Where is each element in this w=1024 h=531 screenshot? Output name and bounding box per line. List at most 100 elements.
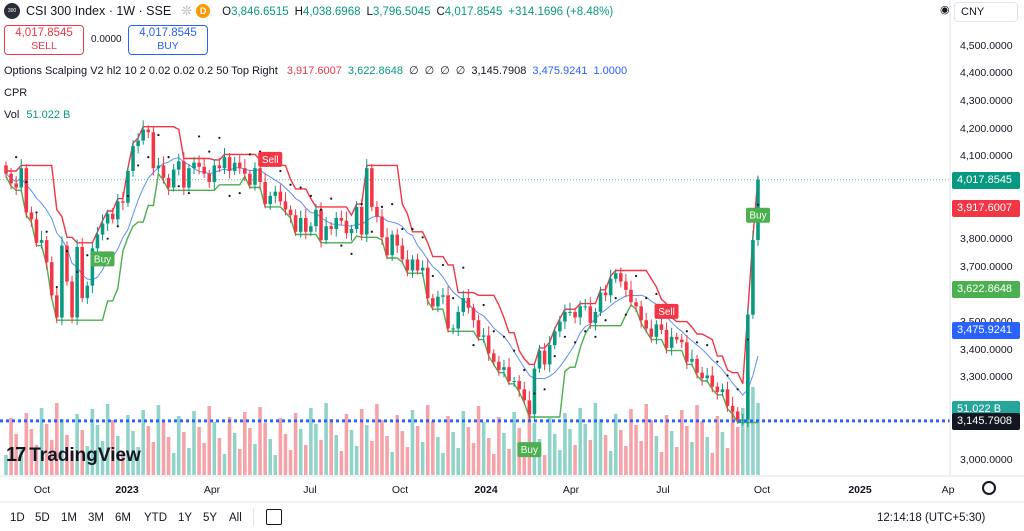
- scalping-indicator-values: 3,917.6007 3,622.8648 ∅ ∅ ∅ ∅ 3,145.7908 3,475.…: [281, 65, 627, 77]
- timeframe-button[interactable]: 1Y: [178, 512, 193, 524]
- candle-body: [95, 234, 100, 249]
- timeframe-button[interactable]: YTD: [144, 512, 167, 524]
- timeframe-button[interactable]: 1M: [61, 512, 77, 524]
- timeframe-button[interactable]: 3M: [88, 512, 104, 524]
- timeframe-button[interactable]: All: [229, 512, 242, 524]
- volume-bar: [639, 441, 643, 475]
- candle-body: [532, 368, 537, 415]
- buy-button[interactable]: 4,017.8545 BUY: [128, 25, 208, 55]
- candle-body: [263, 182, 267, 205]
- candle-body: [192, 162, 196, 169]
- volume-bar: [14, 434, 18, 475]
- settings-gear-icon[interactable]: [982, 481, 996, 495]
- volume-bar: [735, 427, 740, 475]
- price-tick-label: 4,200.0000: [960, 122, 1013, 135]
- volume-bar: [121, 452, 125, 475]
- ohlc-item: H4,038.6968: [294, 6, 361, 18]
- volume-bar: [466, 427, 471, 475]
- candle-body: [720, 389, 725, 393]
- dividend-badge-icon[interactable]: D: [196, 4, 211, 18]
- parabolic-sar-dot: [86, 254, 89, 257]
- candle-body: [258, 168, 262, 183]
- volume-bar: [492, 454, 496, 475]
- parabolic-sar-dot: [685, 330, 688, 333]
- candle-body: [248, 173, 252, 185]
- volume-bar: [4, 455, 8, 475]
- parabolic-sar-dot: [319, 208, 323, 211]
- tradingview-logo[interactable]: 17 TradingView: [6, 444, 141, 467]
- cpr-indicator-legend[interactable]: CPR: [4, 87, 28, 99]
- volume-indicator-legend[interactable]: Vol 51.022 B: [4, 109, 70, 121]
- timeframe-button[interactable]: 5D: [35, 512, 50, 524]
- volume-bar: [619, 430, 623, 475]
- candle-body: [80, 246, 84, 299]
- volume-bar: [680, 410, 684, 475]
- candle-body: [161, 165, 166, 178]
- parabolic-sar-dot: [309, 194, 312, 197]
- volume-bar: [563, 413, 567, 475]
- candle-body: [126, 170, 130, 203]
- volume-bar: [588, 440, 593, 475]
- candle-body: [100, 223, 105, 235]
- candle-body: [359, 206, 364, 235]
- parabolic-sar-dot: [543, 388, 546, 391]
- price-tick-label: 4,400.0000: [960, 67, 1013, 80]
- candle-body: [49, 262, 54, 296]
- candle-body: [339, 217, 344, 221]
- candle-body: [492, 353, 496, 362]
- symbol-logo-icon[interactable]: 300: [4, 3, 20, 19]
- parabolic-sar-dot: [126, 194, 130, 197]
- parabolic-sar-dot: [238, 191, 241, 195]
- parabolic-sar-dot: [614, 297, 617, 300]
- clock-timezone[interactable]: 12:14:18 (UTC+5:30): [877, 512, 986, 524]
- volume-bar: [146, 426, 151, 475]
- scalping-value: 3,622.8648: [347, 65, 403, 77]
- timeframe-button[interactable]: 5Y: [203, 512, 218, 524]
- parabolic-sar-dot: [116, 225, 119, 228]
- candle-body: [466, 298, 471, 308]
- timeframe-button[interactable]: 1D: [10, 512, 25, 524]
- sell-button[interactable]: 4,017.8545 SELL: [4, 25, 84, 55]
- candle-body: [634, 302, 638, 307]
- candle-body: [578, 306, 582, 318]
- parabolic-sar-dot: [330, 197, 333, 200]
- volume-bar: [390, 452, 394, 475]
- candle-body: [222, 157, 227, 169]
- volume-bar: [547, 418, 552, 475]
- volume-bar: [263, 423, 267, 475]
- volume-bar: [730, 411, 735, 475]
- volume-bar: [486, 438, 491, 475]
- volume-bar: [44, 424, 49, 475]
- flag-icon[interactable]: ❊: [181, 3, 193, 18]
- currency-selector[interactable]: CNY: [954, 2, 1018, 22]
- eye-icon[interactable]: ◉: [940, 4, 950, 16]
- volume-bar: [385, 436, 389, 475]
- candle-body: [75, 246, 79, 318]
- candle-body: [288, 209, 293, 216]
- time-tick-label: Ap: [941, 484, 955, 496]
- time-tick-label: Apr: [562, 484, 580, 496]
- candle-body: [680, 339, 684, 343]
- calendar-range-icon[interactable]: [266, 509, 282, 525]
- scalping-indicator-legend[interactable]: Options Scalping V2 hl2 10 2 0.02 0.02 0…: [4, 64, 627, 77]
- volume-bar: [461, 411, 466, 475]
- volume-bar: [136, 447, 140, 475]
- volume-label: Vol: [4, 109, 20, 121]
- price-tag: 3,622.8648: [952, 281, 1020, 299]
- volume-bar: [268, 439, 272, 475]
- symbol-title[interactable]: CSI 300 Index · 1W · SSE: [26, 4, 172, 18]
- volume-bar: [593, 403, 598, 475]
- candle-body: [105, 213, 110, 224]
- volume-bar: [161, 421, 166, 475]
- parabolic-sar-dot: [147, 156, 150, 159]
- time-tick-label: 2025: [848, 484, 872, 496]
- parabolic-sar-dot: [380, 205, 384, 208]
- volume-bar: [359, 409, 364, 475]
- timeframe-button[interactable]: 6M: [115, 512, 131, 524]
- volume-bar: [700, 421, 704, 475]
- candle-body: [705, 375, 709, 379]
- volume-bar: [60, 419, 64, 475]
- candle-body: [573, 311, 577, 318]
